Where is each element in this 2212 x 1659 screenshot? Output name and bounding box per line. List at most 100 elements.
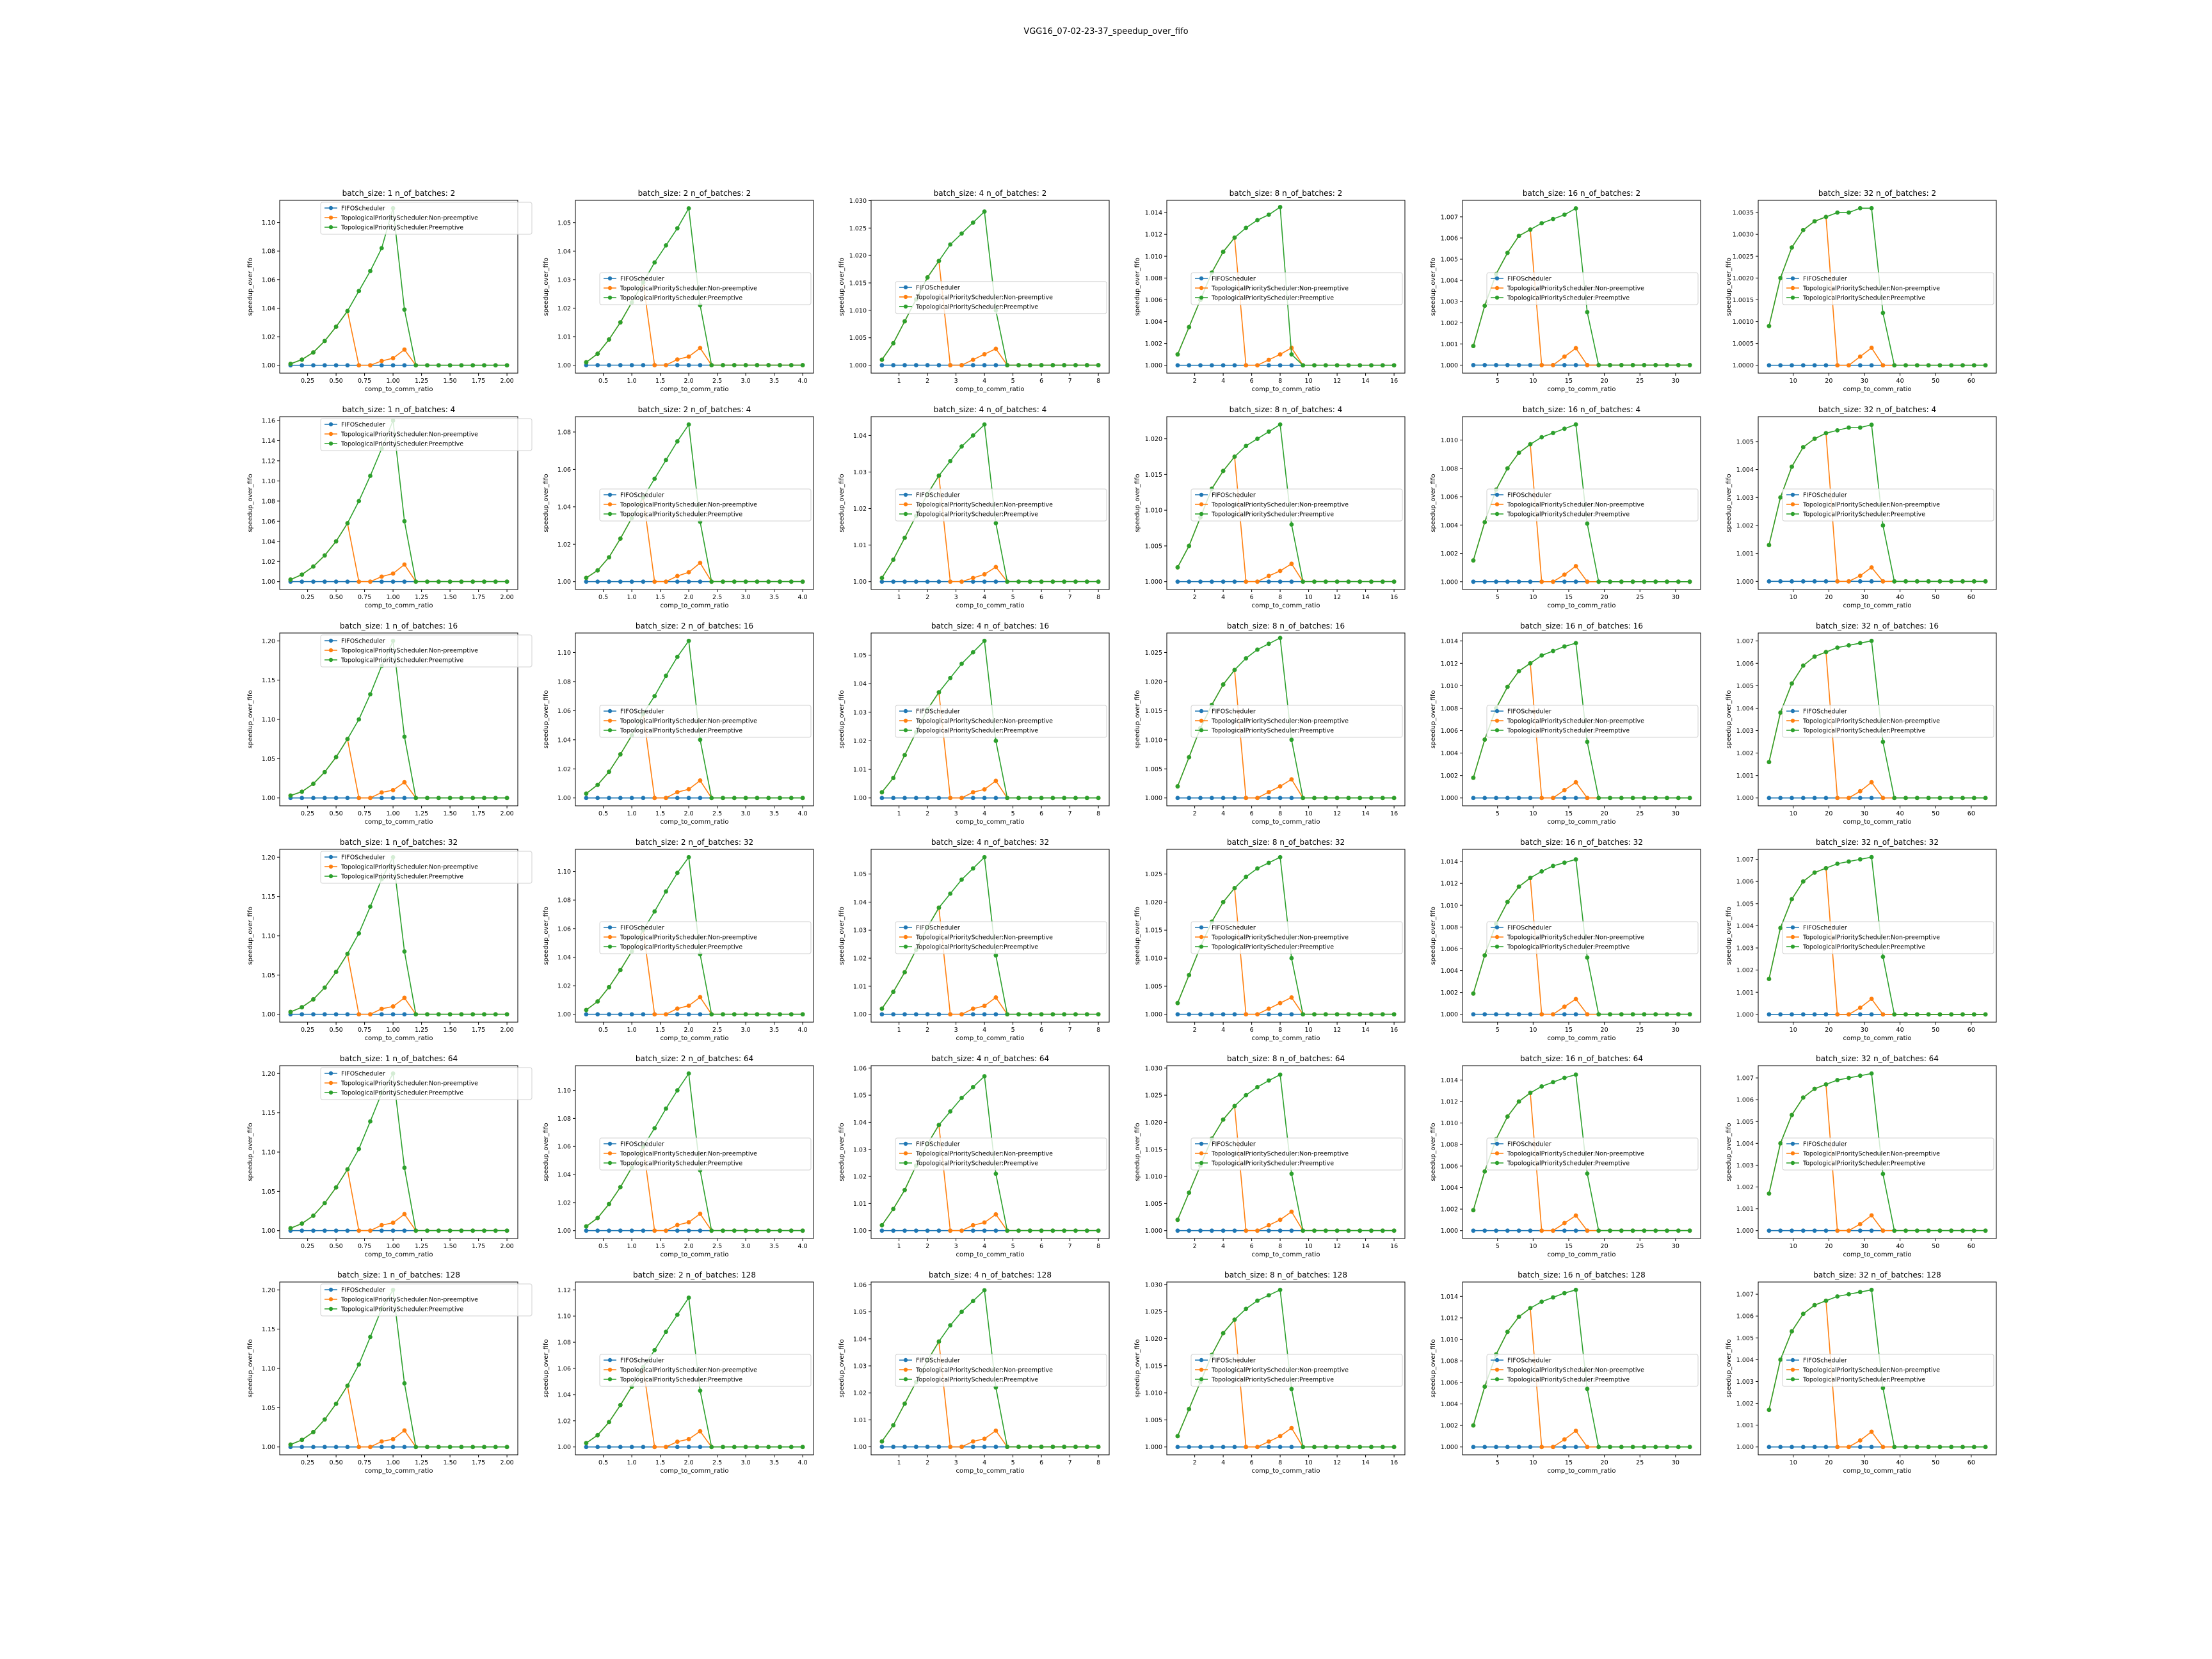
data-point	[1676, 579, 1681, 584]
data-point	[504, 579, 509, 584]
axes-frame	[1166, 1281, 1406, 1455]
data-point	[1289, 1228, 1294, 1233]
x-tick-label: 7	[1068, 1027, 1072, 1034]
data-point	[322, 339, 327, 344]
data-point	[357, 796, 362, 801]
data-point	[470, 1012, 476, 1017]
data-point	[1062, 796, 1067, 801]
data-point	[1391, 796, 1397, 801]
data-point	[504, 363, 509, 368]
data-point	[1653, 1445, 1658, 1450]
data-point	[891, 1206, 896, 1212]
data-point	[1573, 641, 1578, 646]
legend: FIFOSchedulerTopologicalPrioritySchedule…	[320, 202, 533, 235]
legend-label: TopologicalPriorityScheduler:Preemptive	[1507, 728, 1630, 735]
data-point	[1528, 363, 1533, 367]
data-point	[1539, 869, 1544, 874]
data-point	[1301, 1228, 1306, 1233]
data-point	[1800, 796, 1806, 801]
data-point	[1790, 681, 1794, 686]
data-point	[288, 1009, 293, 1014]
legend-label: TopologicalPriorityScheduler:Non-preempt…	[1507, 1367, 1644, 1374]
legend-label: FIFOScheduler	[1507, 925, 1551, 932]
data-point	[1266, 212, 1271, 217]
data-point	[982, 1436, 987, 1441]
data-point	[1665, 1228, 1669, 1233]
data-point	[959, 363, 964, 367]
x-tick-label: 30	[1861, 378, 1868, 385]
data-point	[322, 1228, 327, 1233]
data-point	[959, 1228, 964, 1233]
data-point	[1767, 363, 1772, 368]
data-point	[1800, 1445, 1806, 1450]
data-point	[993, 739, 998, 743]
y-tick-label: 1.010	[1441, 683, 1458, 690]
data-point	[1619, 1445, 1624, 1450]
x-tick-label: 14	[1362, 1027, 1370, 1034]
data-point	[1505, 1114, 1510, 1119]
legend-marker	[1495, 1151, 1500, 1156]
data-point	[891, 1445, 896, 1449]
data-point	[675, 870, 680, 876]
x-tick-label: 3.5	[769, 378, 779, 385]
legend-box	[895, 1137, 1107, 1171]
y-axis-label: speedup_over_fifo	[838, 257, 846, 316]
data-point	[618, 1228, 623, 1233]
data-point	[1767, 543, 1772, 547]
data-point	[402, 995, 407, 1000]
data-point	[595, 1445, 600, 1450]
data-point	[379, 1439, 384, 1444]
subplot-title: batch_size: 2 n_of_batches: 2	[638, 189, 751, 198]
data-point	[1187, 543, 1192, 549]
data-point	[686, 570, 691, 575]
data-point	[970, 1445, 975, 1449]
data-point	[379, 790, 384, 795]
data-point	[1505, 1329, 1510, 1334]
legend-marker	[328, 205, 333, 211]
data-point	[755, 1012, 760, 1017]
data-point	[675, 357, 680, 362]
data-point	[1062, 579, 1067, 584]
data-point	[936, 690, 942, 695]
data-point	[333, 539, 339, 544]
y-tick-label: 1.005	[1441, 256, 1458, 263]
subplot-1-1: batch_size: 1 n_of_batches: 21.001.021.0…	[247, 189, 533, 393]
y-tick-label: 1.004	[1441, 278, 1458, 285]
x-tick-label: 1.5	[655, 594, 665, 601]
data-point	[322, 1445, 327, 1450]
legend-label: TopologicalPriorityScheduler:Preemptive	[620, 1160, 742, 1167]
y-axis-label: speedup_over_fifo	[1430, 1123, 1437, 1181]
legend-label: TopologicalPriorityScheduler:Preemptive	[620, 511, 742, 518]
data-point	[1562, 860, 1567, 865]
subplot-title: batch_size: 32 n_of_batches: 32	[1816, 838, 1939, 847]
subplot-4-4: batch_size: 8 n_of_batches: 321.0001.005…	[1134, 838, 1406, 1042]
data-point	[1084, 579, 1089, 584]
data-point	[1585, 739, 1590, 744]
y-tick-label: 1.008	[1441, 705, 1458, 712]
data-point	[1482, 1445, 1487, 1450]
y-tick-label: 1.06	[262, 276, 275, 284]
data-point	[1653, 1012, 1658, 1017]
x-tick-label: 20	[1825, 378, 1832, 385]
y-tick-label: 1.000	[1441, 1011, 1458, 1018]
data-point	[1539, 1012, 1544, 1017]
data-point	[1573, 206, 1578, 211]
x-tick-label: 2	[1193, 1243, 1197, 1250]
data-point	[595, 1432, 600, 1438]
y-axis-label: speedup_over_fifo	[247, 474, 254, 532]
data-point	[1642, 796, 1647, 801]
x-tick-label: 4	[982, 1459, 986, 1466]
legend-marker	[903, 285, 908, 290]
data-point	[1687, 1445, 1692, 1450]
data-point	[1790, 1445, 1794, 1450]
legend-marker	[903, 718, 908, 723]
data-point	[1187, 796, 1192, 801]
data-point	[1244, 1093, 1249, 1098]
legend-marker	[328, 215, 333, 220]
x-tick-label: 1.0	[627, 378, 637, 385]
legend-marker	[607, 1377, 613, 1382]
data-point	[721, 1445, 725, 1450]
legend: FIFOSchedulerTopologicalPrioritySchedule…	[599, 705, 812, 738]
legend-marker	[1790, 276, 1795, 281]
data-point	[1187, 1012, 1192, 1017]
